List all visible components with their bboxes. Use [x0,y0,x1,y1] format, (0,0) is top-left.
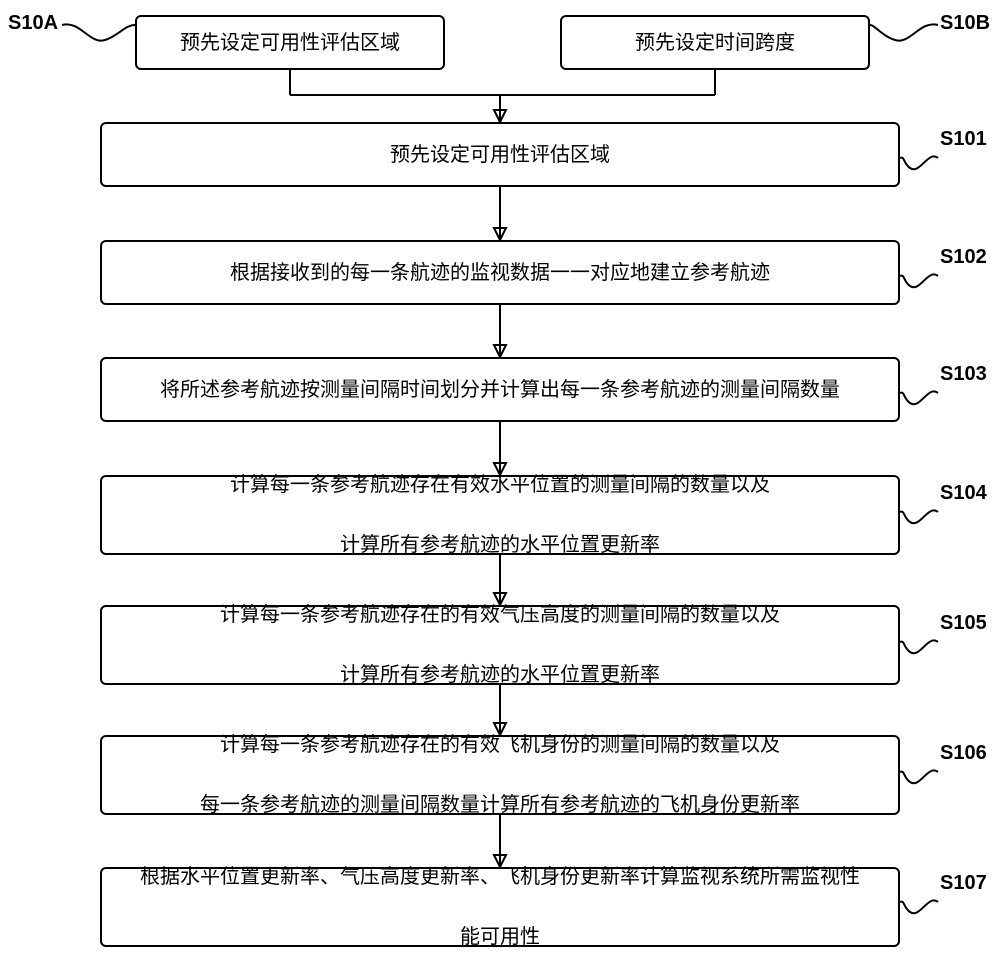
node-s103: 将所述参考航迹按测量间隔时间划分并计算出每一条参考航迹的测量间隔数量 [100,357,900,422]
node-s105: 计算每一条参考航迹存在的有效气压高度的测量间隔的数量以及 计算所有参考航迹的水平… [100,605,900,685]
node-s101: 预先设定可用性评估区域 [100,122,900,187]
node-s105-line1: 计算每一条参考航迹存在的有效气压高度的测量间隔的数量以及 [220,600,780,630]
node-s102-text: 根据接收到的每一条航迹的监视数据一一对应地建立参考航迹 [230,258,770,288]
node-s10a: 预先设定可用性评估区域 [135,15,445,70]
label-s10b: S10B [940,12,990,35]
label-s104: S104 [940,482,987,505]
node-s10b-text: 预先设定时间跨度 [635,28,795,58]
node-s10b: 预先设定时间跨度 [560,15,870,70]
node-s102: 根据接收到的每一条航迹的监视数据一一对应地建立参考航迹 [100,240,900,305]
node-s107: 根据水平位置更新率、气压高度更新率、飞机身份更新率计算监视系统所需监视性 能可用… [100,867,900,947]
node-s10a-text: 预先设定可用性评估区域 [180,28,400,58]
label-s107: S107 [940,872,987,895]
flowchart-stage: 预先设定可用性评估区域 预先设定时间跨度 预先设定可用性评估区域 根据接收到的每… [0,0,1000,959]
node-s103-text: 将所述参考航迹按测量间隔时间划分并计算出每一条参考航迹的测量间隔数量 [160,375,840,405]
label-s106: S106 [940,742,987,765]
node-s106: 计算每一条参考航迹存在的有效飞机身份的测量间隔的数量以及 每一条参考航迹的测量间… [100,735,900,815]
node-s104-line1: 计算每一条参考航迹存在有效水平位置的测量间隔的数量以及 [230,470,770,500]
label-s105: S105 [940,612,987,635]
label-s102: S102 [940,246,987,269]
node-s107-line2: 能可用性 [140,922,860,952]
node-s106-line2: 每一条参考航迹的测量间隔数量计算所有参考航迹的飞机身份更新率 [200,790,800,820]
label-s103: S103 [940,363,987,386]
node-s104-line2: 计算所有参考航迹的水平位置更新率 [230,530,770,560]
label-s10a: S10A [8,12,58,35]
label-s101: S101 [940,128,987,151]
node-s105-line2: 计算所有参考航迹的水平位置更新率 [220,660,780,690]
node-s101-text: 预先设定可用性评估区域 [390,140,610,170]
node-s107-line1: 根据水平位置更新率、气压高度更新率、飞机身份更新率计算监视系统所需监视性 [140,862,860,892]
node-s106-line1: 计算每一条参考航迹存在的有效飞机身份的测量间隔的数量以及 [200,730,800,760]
node-s104: 计算每一条参考航迹存在有效水平位置的测量间隔的数量以及 计算所有参考航迹的水平位… [100,475,900,555]
